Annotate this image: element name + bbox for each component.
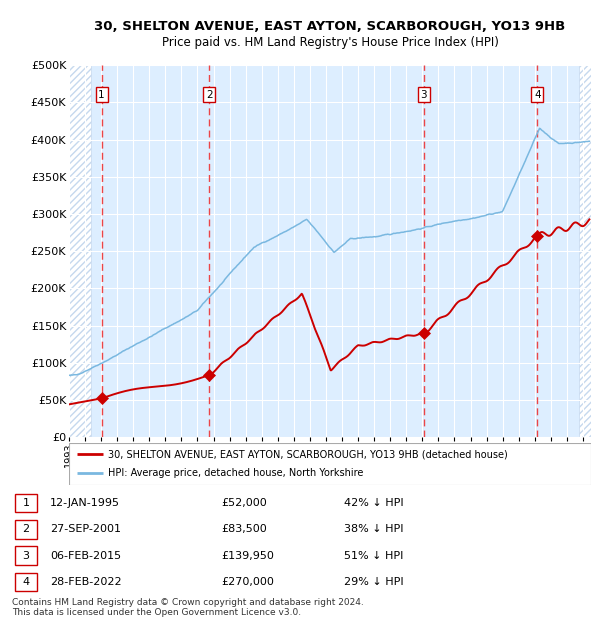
- Text: 28-FEB-2022: 28-FEB-2022: [50, 577, 121, 587]
- Text: 2: 2: [22, 525, 29, 534]
- Text: 30, SHELTON AVENUE, EAST AYTON, SCARBOROUGH, YO13 9HB: 30, SHELTON AVENUE, EAST AYTON, SCARBORO…: [94, 20, 566, 33]
- Text: 42% ↓ HPI: 42% ↓ HPI: [344, 498, 403, 508]
- Text: 3: 3: [22, 551, 29, 560]
- Text: 3: 3: [421, 90, 427, 100]
- Text: 1: 1: [98, 90, 105, 100]
- Text: 27-SEP-2001: 27-SEP-2001: [50, 525, 121, 534]
- Text: 2: 2: [206, 90, 212, 100]
- FancyBboxPatch shape: [15, 494, 37, 512]
- Text: 12-JAN-1995: 12-JAN-1995: [50, 498, 120, 508]
- Text: 30, SHELTON AVENUE, EAST AYTON, SCARBOROUGH, YO13 9HB (detached house): 30, SHELTON AVENUE, EAST AYTON, SCARBORO…: [108, 449, 508, 459]
- Text: Contains HM Land Registry data © Crown copyright and database right 2024.
This d: Contains HM Land Registry data © Crown c…: [12, 598, 364, 617]
- Text: HPI: Average price, detached house, North Yorkshire: HPI: Average price, detached house, Nort…: [108, 469, 364, 479]
- Text: £52,000: £52,000: [221, 498, 267, 508]
- Text: £270,000: £270,000: [221, 577, 274, 587]
- FancyBboxPatch shape: [15, 546, 37, 565]
- Text: 06-FEB-2015: 06-FEB-2015: [50, 551, 121, 560]
- FancyBboxPatch shape: [69, 443, 591, 485]
- Bar: [69, 65, 91, 437]
- Text: £139,950: £139,950: [221, 551, 274, 560]
- Text: £83,500: £83,500: [221, 525, 267, 534]
- Text: 4: 4: [534, 90, 541, 100]
- Text: 29% ↓ HPI: 29% ↓ HPI: [344, 577, 403, 587]
- Bar: [579, 65, 591, 437]
- Text: 51% ↓ HPI: 51% ↓ HPI: [344, 551, 403, 560]
- Text: 38% ↓ HPI: 38% ↓ HPI: [344, 525, 403, 534]
- FancyBboxPatch shape: [15, 573, 37, 591]
- Text: Price paid vs. HM Land Registry's House Price Index (HPI): Price paid vs. HM Land Registry's House …: [161, 36, 499, 49]
- FancyBboxPatch shape: [15, 520, 37, 539]
- Text: 4: 4: [22, 577, 29, 587]
- Text: 1: 1: [22, 498, 29, 508]
